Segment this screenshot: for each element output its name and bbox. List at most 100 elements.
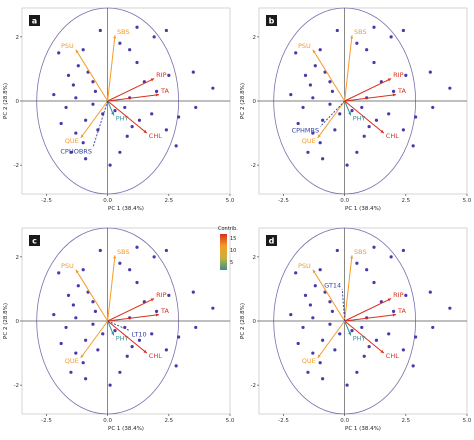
variable-vector-line <box>75 49 109 102</box>
observation-point <box>308 303 312 307</box>
observation-point <box>57 271 61 275</box>
x-tick-label: 5.0 <box>463 198 472 204</box>
colorbar-title: Contrib. <box>218 226 238 232</box>
variable-vector-label: TA <box>397 307 406 315</box>
colorbar-tick: 5 <box>230 260 234 266</box>
observation-point <box>84 118 88 122</box>
x-axis-label: PC 1 (38.4%) <box>108 426 144 432</box>
y-tick-label: 2 <box>16 255 20 261</box>
observation-point <box>59 341 63 346</box>
observation-point <box>52 312 56 317</box>
variable-vector-label: PSU <box>298 42 311 50</box>
observation-point <box>96 348 100 352</box>
observation-point <box>411 364 415 368</box>
observation-point <box>59 121 63 126</box>
y-tick-label: 0 <box>253 319 257 325</box>
x-tick-label: -2.5 <box>41 418 52 424</box>
y-tick-label: 0 <box>253 99 257 105</box>
variable-vector-arrowhead <box>75 269 79 274</box>
observation-point <box>345 163 349 167</box>
supplementary-vector-label: GT14 <box>324 281 341 289</box>
observation-point <box>66 293 71 297</box>
observation-point <box>191 70 195 74</box>
supplementary-vector-label: CPHOBRS <box>60 148 92 156</box>
y-axis-label: PC 2 (28.8%) <box>240 303 246 339</box>
observation-point <box>365 268 369 272</box>
supplementary-vector-line <box>319 100 345 127</box>
observation-point <box>311 351 315 355</box>
observation-point <box>137 338 142 342</box>
variable-vector-line <box>344 298 392 322</box>
variable-vector-arrowhead <box>312 269 316 274</box>
variable-vector-line <box>80 320 109 359</box>
observation-point <box>194 325 198 330</box>
observation-point <box>338 112 342 116</box>
observation-point <box>448 306 452 310</box>
variable-vector-arrowhead <box>348 331 352 336</box>
variable-vector-line <box>107 320 148 354</box>
variable-vector-label: TA <box>160 307 169 315</box>
variable-vector-arrowhead <box>155 313 160 317</box>
variable-vector-arrowhead <box>80 354 84 358</box>
variable-vector-arrowhead <box>312 49 316 54</box>
observation-point <box>164 128 168 132</box>
panel-label-badge <box>266 15 277 26</box>
panel-d-plot: d -2.5 0.0 2.5 5.0 2 0 -2 PC 1 (38.4%) PC 2 (28.8… <box>240 227 472 432</box>
observation-point <box>372 25 376 29</box>
observation-point <box>135 280 139 285</box>
observation-point <box>330 309 335 313</box>
observation-point <box>135 245 139 249</box>
supplementary-vector-line <box>341 288 346 322</box>
observation-point <box>154 89 159 93</box>
observation-point <box>118 150 122 154</box>
observation-point <box>177 335 181 339</box>
observation-point <box>374 118 379 122</box>
observation-point <box>150 332 154 336</box>
observation-point <box>130 125 134 129</box>
variable-vector-label: TA <box>397 87 406 95</box>
x-tick-label: 5.0 <box>226 418 235 424</box>
supplementary-vector-line <box>107 320 130 332</box>
variable-vector-line <box>107 94 160 102</box>
observation-point <box>52 92 56 97</box>
x-axis-label: PC 1 (38.4%) <box>345 206 381 212</box>
observation-point <box>93 309 98 313</box>
observation-point <box>211 86 215 90</box>
observation-point <box>74 96 78 100</box>
observation-point <box>98 248 102 253</box>
variable-vector-label: TA <box>160 87 169 95</box>
observation-point <box>389 35 393 39</box>
observation-point <box>84 157 88 161</box>
observation-point <box>313 64 317 68</box>
observation-point <box>355 370 359 374</box>
variable-vector-label: RIP <box>156 291 166 299</box>
variable-vector-arrowhead <box>155 93 160 97</box>
observation-point <box>289 312 293 317</box>
observation-point <box>411 144 415 148</box>
observation-point <box>211 306 215 310</box>
observation-point <box>404 73 408 77</box>
observation-point <box>311 96 315 100</box>
observation-point <box>308 83 312 87</box>
y-tick-label: 2 <box>16 35 20 41</box>
observation-point <box>350 329 354 333</box>
panel-label-badge <box>266 235 277 246</box>
variable-vector-line <box>344 320 385 354</box>
variable-vector-line <box>317 320 346 359</box>
observation-point <box>335 28 339 33</box>
observation-point <box>372 60 376 65</box>
observation-point <box>128 268 132 272</box>
variable-vector-label: RIP <box>156 71 166 79</box>
observation-point <box>101 332 105 336</box>
variable-vector-arrowhead <box>150 298 155 302</box>
observation-point <box>69 150 73 154</box>
x-axis-label: PC 1 (38.4%) <box>108 206 144 212</box>
observation-point <box>81 48 85 52</box>
variable-vector-arrowhead <box>150 78 155 82</box>
observation-point <box>374 338 379 342</box>
variable-vector-line <box>312 49 346 102</box>
variable-vector-line <box>80 100 109 139</box>
observation-point <box>338 332 342 336</box>
observation-point <box>64 105 68 110</box>
